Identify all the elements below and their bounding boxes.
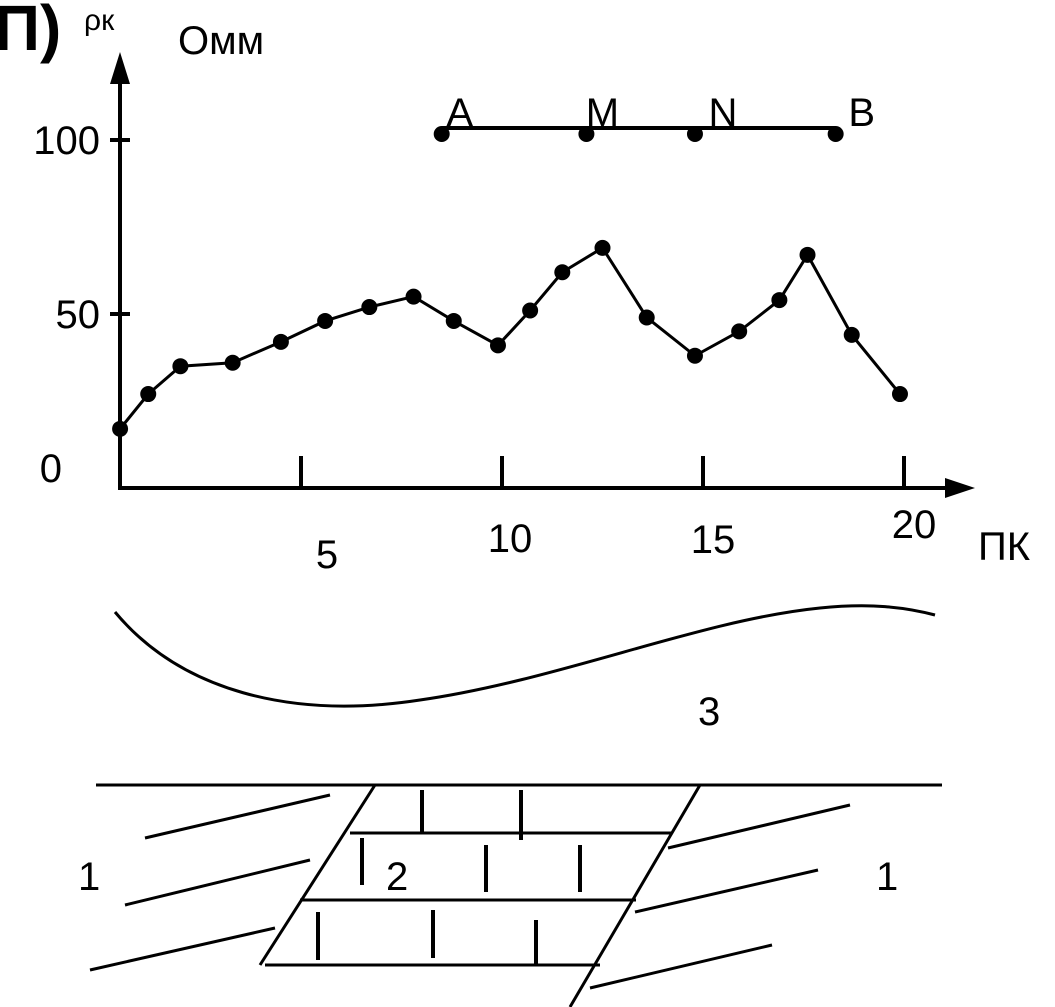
layer-line-left-2 bbox=[124, 858, 311, 907]
y-tick-label: 0 bbox=[40, 447, 62, 491]
data-point bbox=[594, 239, 611, 256]
data-point bbox=[224, 354, 241, 371]
x-tick-label: 15 bbox=[691, 518, 736, 562]
electrode-m bbox=[578, 126, 595, 142]
y-axis-unit: Омм bbox=[178, 19, 264, 63]
x-tick-label: 5 bbox=[316, 533, 338, 577]
layer-line-left-3 bbox=[89, 926, 276, 972]
data-point bbox=[638, 309, 655, 326]
unit-label-overburden: 3 bbox=[698, 690, 720, 734]
block-left-edge bbox=[258, 784, 377, 966]
data-point bbox=[522, 302, 539, 319]
axis-ticks: 5 10 15 20 0 50 100 bbox=[33, 119, 936, 577]
electrode-a bbox=[433, 126, 450, 142]
x-tick-label: 20 bbox=[892, 503, 937, 547]
data-point bbox=[489, 337, 506, 354]
data-point bbox=[272, 333, 289, 350]
layer-line-right-1 bbox=[667, 803, 851, 850]
data-point bbox=[554, 264, 571, 281]
x-axis-arrow bbox=[945, 478, 975, 498]
y-axis-arrow bbox=[110, 52, 130, 84]
unit-label-right: 1 bbox=[876, 855, 898, 899]
y-axis-symbol: ρк bbox=[84, 4, 115, 37]
electrode-label: M bbox=[586, 91, 619, 135]
y-tick-label: 100 bbox=[33, 119, 100, 163]
electrode-label: B bbox=[848, 91, 875, 135]
data-point bbox=[317, 312, 334, 329]
panel-label: П) bbox=[0, 0, 61, 64]
series-line bbox=[118, 245, 902, 430]
geological-section bbox=[89, 604, 942, 1007]
data-point bbox=[891, 386, 908, 403]
layer-line-right-3 bbox=[589, 943, 773, 990]
electrode-label: N bbox=[709, 91, 738, 135]
data-point bbox=[686, 347, 703, 364]
data-point bbox=[799, 246, 816, 263]
y-tick-label: 50 bbox=[56, 293, 101, 337]
unit-label-center: 2 bbox=[386, 855, 408, 899]
electrode-n bbox=[686, 126, 703, 142]
x-axis-label: ПК bbox=[978, 525, 1031, 569]
data-point bbox=[172, 358, 189, 375]
data-point bbox=[112, 420, 129, 437]
data-point bbox=[771, 292, 788, 309]
block-right-edge bbox=[568, 784, 702, 1007]
data-point bbox=[361, 299, 378, 316]
overburden-boundary-curve bbox=[113, 604, 936, 708]
electrode-b bbox=[827, 126, 844, 142]
layer-line-right-2 bbox=[634, 868, 819, 914]
data-point bbox=[405, 288, 422, 305]
layer-line-left-1 bbox=[144, 793, 331, 840]
resistivity-series bbox=[112, 239, 908, 437]
data-point bbox=[843, 326, 860, 343]
unit-label-left: 1 bbox=[78, 855, 100, 899]
data-point bbox=[140, 386, 157, 403]
x-tick-label: 10 bbox=[488, 517, 533, 561]
electrode-label: A bbox=[446, 91, 473, 135]
data-point bbox=[445, 312, 462, 329]
data-point bbox=[731, 323, 748, 340]
